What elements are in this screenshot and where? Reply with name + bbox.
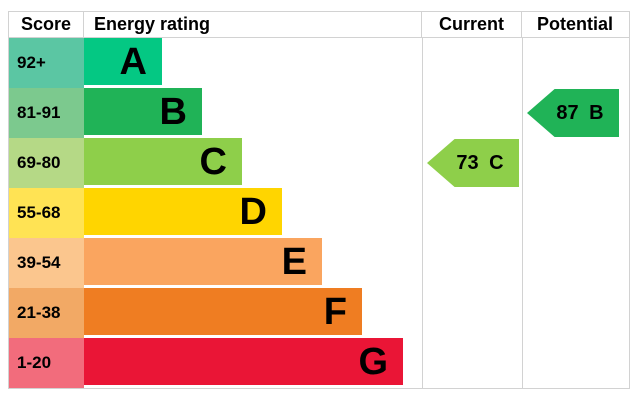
band-row-c: 69-80 C <box>9 138 422 188</box>
current-column: 73 C <box>422 38 522 388</box>
potential-column: 87 B <box>522 38 629 388</box>
score-range-cell: 21-38 <box>9 288 84 338</box>
current-column-header: Current <box>421 12 521 37</box>
bar-area: D <box>84 188 422 238</box>
rating-bar-c: C <box>84 138 242 185</box>
potential-column-header: Potential <box>521 12 628 37</box>
score-range-cell: 81-91 <box>9 88 84 138</box>
score-range-cell: 92+ <box>9 38 84 88</box>
bar-area: E <box>84 238 422 288</box>
band-row-g: 1-20 G <box>9 338 422 388</box>
band-row-f: 21-38 F <box>9 288 422 338</box>
band-row-d: 55-68 D <box>9 188 422 238</box>
rating-letter: A <box>119 40 147 83</box>
rating-letter: G <box>358 340 388 383</box>
bar-area: A <box>84 38 422 88</box>
rating-bar-g: G <box>84 338 403 385</box>
energy-rating-column-header: Energy rating <box>94 14 211 34</box>
bar-area: B <box>84 88 422 138</box>
rating-letter: D <box>239 190 267 233</box>
rating-letter: C <box>199 140 227 183</box>
bar-area: G <box>84 338 422 388</box>
rating-bar-d: D <box>84 188 282 235</box>
potential-arrow: 87 B <box>527 89 619 137</box>
header-row: Score Energy rating Current Potential <box>9 12 629 38</box>
rating-letter: E <box>281 240 307 283</box>
current-arrow: 73 C <box>427 139 519 187</box>
current-arrow-label: 73 C <box>456 151 504 174</box>
chart-body: 92+ A 81-91 B 69-80 <box>9 38 629 388</box>
bar-area: C <box>84 138 422 188</box>
rating-letter: F <box>323 290 347 333</box>
score-range-cell: 69-80 <box>9 138 84 188</box>
bands-section: 92+ A 81-91 B 69-80 <box>9 38 422 388</box>
band-row-e: 39-54 E <box>9 238 422 288</box>
potential-arrow-label: 87 B <box>556 101 604 124</box>
rating-bar-e: E <box>84 238 322 285</box>
score-range-cell: 39-54 <box>9 238 84 288</box>
score-range-cell: 1-20 <box>9 338 84 388</box>
epc-rating-chart: Score Energy rating Current Potential 92… <box>8 11 630 389</box>
rating-letter: B <box>159 90 187 133</box>
band-row-b: 81-91 B <box>9 88 422 138</box>
score-column-header: Score <box>9 12 84 37</box>
bar-area: F <box>84 288 422 338</box>
band-row-a: 92+ A <box>9 38 422 88</box>
rating-bar-b: B <box>84 88 202 135</box>
score-range-cell: 55-68 <box>9 188 84 238</box>
rating-bar-f: F <box>84 288 362 335</box>
rating-bar-a: A <box>84 38 162 85</box>
